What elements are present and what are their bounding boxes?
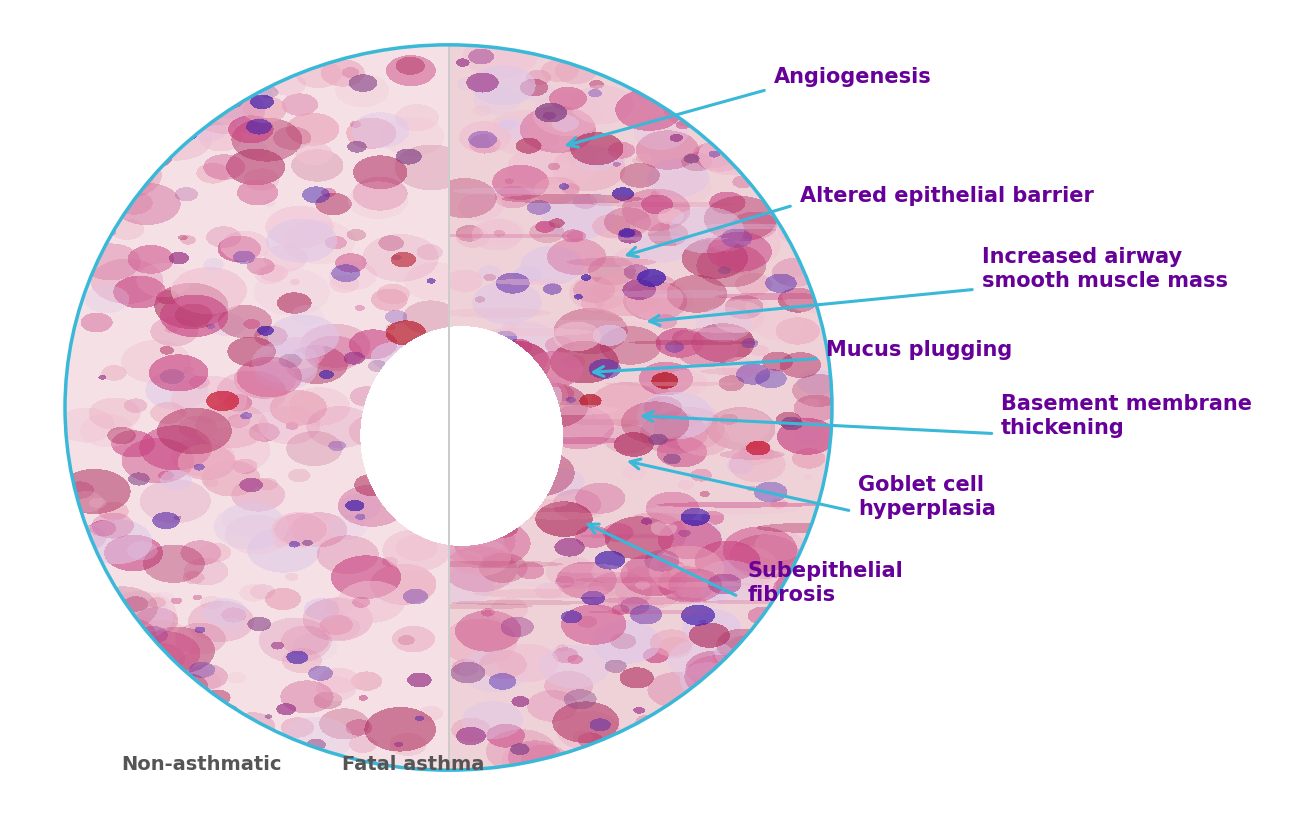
Text: Subepithelial
fibrosis: Subepithelial fibrosis <box>747 561 903 605</box>
Text: Altered epithelial barrier: Altered epithelial barrier <box>800 186 1093 205</box>
Text: Angiogenesis: Angiogenesis <box>774 68 931 87</box>
Text: Goblet cell
hyperplasia: Goblet cell hyperplasia <box>858 475 996 519</box>
Text: Non-asthmatic: Non-asthmatic <box>121 755 282 774</box>
Text: Mucus plugging: Mucus plugging <box>826 341 1011 360</box>
Text: Fatal asthma: Fatal asthma <box>342 755 485 774</box>
Text: Basement membrane
thickening: Basement membrane thickening <box>1001 394 1252 438</box>
Text: Increased airway
smooth muscle mass: Increased airway smooth muscle mass <box>982 247 1227 291</box>
